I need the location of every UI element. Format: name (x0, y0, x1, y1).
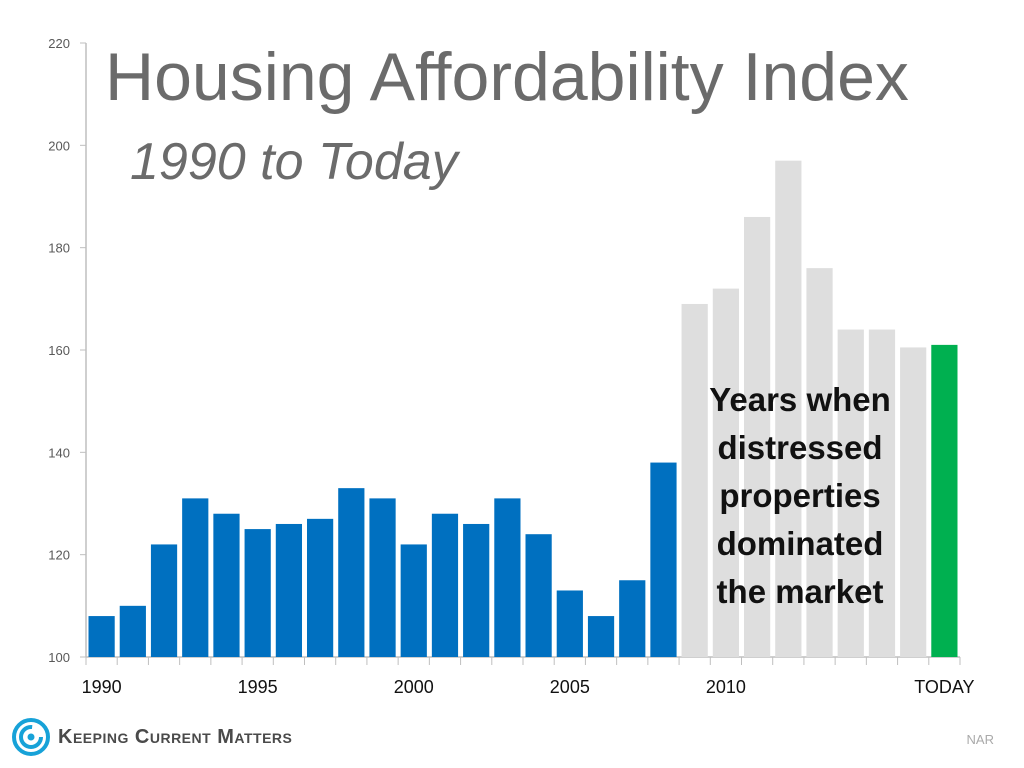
bar-2005 (556, 590, 583, 657)
bar-1997 (306, 518, 334, 657)
bar-2010 (712, 288, 740, 657)
bar-2011 (743, 216, 771, 657)
bar-2001 (431, 513, 459, 657)
y-tick-label: 200 (48, 138, 70, 153)
bar-2006 (587, 616, 615, 657)
bar-2003 (494, 498, 521, 657)
bar-1995 (244, 529, 271, 657)
brand-name: Keeping Current Matters (58, 725, 293, 748)
bar-1998 (338, 488, 365, 657)
bar-2014 (837, 329, 864, 657)
bar-2004 (525, 534, 552, 657)
bar-2008 (650, 462, 677, 657)
y-tick-label: 160 (48, 343, 70, 358)
bar-2009 (681, 303, 708, 657)
bar-1991 (119, 605, 146, 657)
y-tick-label: 220 (48, 36, 70, 51)
bar-2016 (900, 347, 927, 657)
x-tick-label: 1990 (82, 677, 122, 697)
bar-2015 (868, 329, 896, 657)
x-tick-label: 2000 (394, 677, 434, 697)
x-tick-label: 2005 (550, 677, 590, 697)
y-tick-label: 120 (48, 548, 70, 563)
y-tick-label: 140 (48, 445, 70, 460)
bar-1999 (369, 498, 396, 657)
bar-2000 (400, 544, 427, 657)
source-label: NAR (966, 732, 994, 747)
x-tick-label: TODAY (914, 677, 974, 697)
bar-2013 (806, 268, 833, 657)
chart-title: Housing Affordability Index (105, 39, 909, 115)
distressed-annotation: Years when distressed properties dominat… (709, 381, 891, 610)
x-tick-label: 1995 (238, 677, 278, 697)
bar-2012 (775, 160, 802, 657)
bar-2002 (463, 523, 490, 657)
bar-1990 (88, 616, 115, 657)
bar-2007 (619, 580, 646, 657)
bar-1994 (213, 513, 240, 657)
bar-today (931, 344, 958, 657)
bar-1996 (275, 523, 303, 657)
y-tick-label: 100 (48, 650, 70, 665)
x-tick-label: 2010 (706, 677, 746, 697)
chart-subtitle: 1990 to Today (130, 133, 458, 191)
bar-1992 (150, 544, 178, 657)
swirl-logo-icon (12, 718, 50, 756)
brand-logo: Keeping Current Matters (12, 718, 292, 756)
y-tick-label: 180 (48, 241, 70, 256)
bar-1993 (182, 498, 209, 657)
